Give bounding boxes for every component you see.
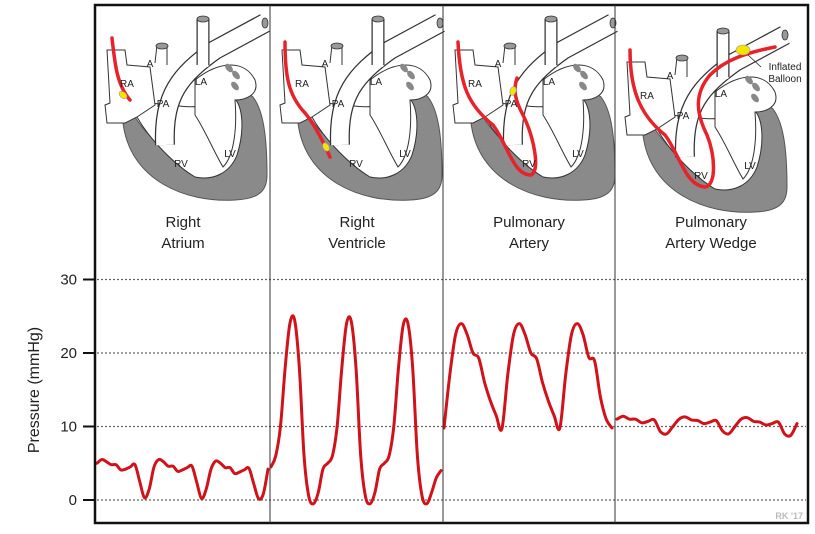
signature: RK '17 [775,511,803,521]
balloon [509,86,517,96]
heart-label-a: A [147,59,154,70]
panel-right-atrium: Right Atrium [105,16,268,252]
waveform-right-atrium [95,457,270,501]
heart-label-la: LA [370,77,383,88]
heart-label-la: LA [715,89,728,100]
heart-label-pa: PA [505,99,518,110]
y-axis-label: Pressure (mmHg) [26,327,43,453]
inflated-balloon [735,44,751,56]
heart-label-ra: RA [120,79,134,90]
waveform-pulmonary-artery [442,322,614,432]
heart-label-a: A [667,71,674,82]
panel-pulmonary-artery: Pulmonary Artery [453,16,616,252]
heart-label-ra: RA [640,91,654,102]
balloon-label-line1: Inflated [769,62,802,73]
panel-pulmonary-artery-wedge: Inflated Balloon Pulmonary Artery Wedge [625,28,802,252]
heart-label-lv: LV [744,161,756,172]
panel-title-line2: Atrium [161,235,204,252]
heart-label-a: A [322,59,329,70]
heart-label-ra: RA [468,79,482,90]
catheter [628,45,777,189]
heart-label-a: A [495,59,502,70]
panel-title-line2: Artery [509,235,550,252]
panel-title-line1: Right [165,214,201,231]
heart-illustration [280,16,443,200]
heart-label-rv: RV [522,159,536,170]
balloon [118,91,128,99]
heart-label-lv: LV [572,149,584,160]
heart-label-pa: PA [677,111,690,122]
heart-label-rv: RV [349,159,363,170]
catheter [456,40,538,177]
heart-label-rv: RV [694,171,708,182]
panel-right-ventricle: Right Ventricle [280,16,443,252]
heart-label-rv: RV [174,159,188,170]
y-tick-label: 0 [69,492,77,509]
heart-label-lv: LV [399,149,411,160]
heart-label-pa: PA [157,99,170,110]
heart-label-la: LA [543,77,556,88]
heart-illustration [105,16,268,200]
heart-label-lv: LV [224,149,236,160]
y-tick-label: 10 [60,419,77,436]
heart-label-la: LA [195,77,208,88]
figure-frame [93,3,810,525]
panel-title-line2: Ventricle [328,235,386,252]
panel-title-line2: Artery Wedge [665,235,756,252]
balloon [322,142,330,152]
panel-title-line1: Pulmonary [675,214,747,231]
waveform-pulmonary-artery-wedge [615,414,799,438]
y-tick-label: 30 [60,272,77,289]
heart-label-pa: PA [332,99,345,110]
balloon-label-line2: Balloon [768,74,801,85]
panel-title-line1: Pulmonary [493,214,565,231]
heart-label-ra: RA [295,79,309,90]
balloon-pointer [747,54,762,68]
y-tick-label: 20 [60,345,77,362]
panel-title-line1: Right [339,214,375,231]
waveform-right-ventricle [269,314,443,506]
